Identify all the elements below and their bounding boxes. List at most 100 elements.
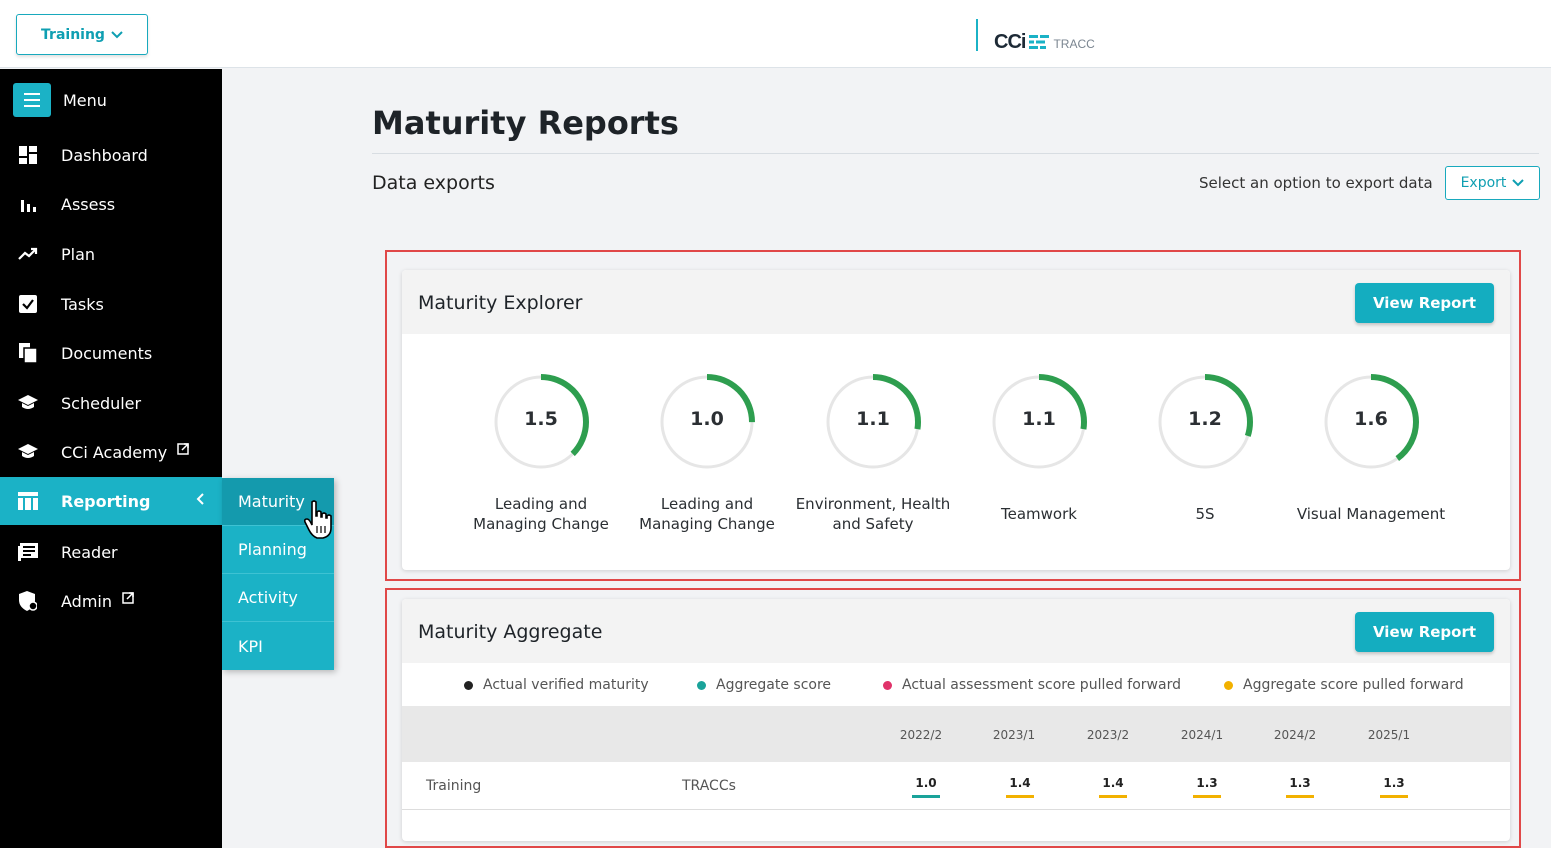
logo: CCi TRACC (976, 18, 1095, 53)
gauge-value: 1.0 (690, 408, 724, 430)
gauge-label: Visual Management (1296, 505, 1446, 523)
sidebar-item-label: Scheduler (61, 393, 142, 413)
score-value: 1.0 (915, 776, 937, 790)
page-title: Maturity Reports (372, 104, 679, 142)
sidebar-item-reporting[interactable]: Reporting (0, 477, 222, 525)
score-bar (912, 795, 940, 798)
export-dropdown-button[interactable]: Export (1445, 166, 1540, 200)
table-row[interactable]: Training TRACCs 1.0 1.4 1.4 1.3 1.3 1.3 (402, 762, 1510, 810)
gauge-row: 1.5 Leading and Managing Change 1.0 Leadi… (402, 334, 1510, 566)
export-hint-text: Select an option to export data (1199, 174, 1433, 192)
score-value: 1.4 (1009, 776, 1031, 790)
sidebar-item-cci-academy[interactable]: CCi Academy (0, 428, 222, 476)
checkbox-icon (18, 294, 38, 314)
sidebar-item-admin[interactable]: Admin (0, 577, 222, 625)
logo-subtext: TRACC (1053, 37, 1095, 51)
hand-cursor-icon (303, 500, 332, 539)
gauge-value: 1.2 (1188, 408, 1222, 430)
submenu-item-kpi[interactable]: KPI (238, 636, 263, 656)
gauge-label: Environment, Health and Safety (795, 495, 951, 533)
top-bar: Training CCi TRACC (0, 0, 1551, 68)
gauge-label: 5S (1195, 505, 1215, 523)
score-value: 1.4 (1102, 776, 1124, 790)
score-bar (1193, 795, 1221, 798)
column-header: 2022/2 (899, 728, 943, 742)
maturity-gauge[interactable]: 1.6 Visual Management (1288, 372, 1454, 562)
dashboard-icon (18, 145, 38, 165)
gauge-value: 1.6 (1354, 408, 1388, 430)
chevron-down-icon (111, 30, 123, 38)
card-title: Maturity Explorer (418, 292, 583, 314)
column-header: 2023/2 (1086, 728, 1130, 742)
sidebar-item-label: Documents (61, 343, 153, 363)
export-button-label: Export (1460, 175, 1507, 191)
reader-icon (18, 542, 38, 562)
maturity-explorer-card: Maturity Explorer View Report 1.5 Leadin… (402, 270, 1510, 570)
legend-item: Actual assessment score pulled forward (883, 677, 1181, 693)
sidebar-item-label: Assess (61, 194, 116, 214)
legend-item: Aggregate score pulled forward (1224, 677, 1464, 693)
sidebar: Menu Dashboard Assess Plan Tasks Documen… (0, 69, 222, 848)
card-header: Maturity Explorer View Report (402, 270, 1510, 334)
sidebar-item-label: CCi Academy (61, 442, 168, 462)
sidebar-item-assess[interactable]: Assess (0, 180, 222, 228)
highlight-box-explorer (385, 250, 1521, 581)
graduation-cap-icon (18, 442, 38, 462)
score-value: 1.3 (1289, 776, 1311, 790)
gauge-value: 1.1 (856, 408, 890, 430)
trend-icon (18, 244, 38, 264)
hamburger-menu-icon[interactable] (13, 83, 51, 117)
column-header: 2025/1 (1367, 728, 1411, 742)
gauge-value: 1.1 (1022, 408, 1056, 430)
documents-icon (18, 343, 38, 363)
column-header: 2023/1 (992, 728, 1036, 742)
sidebar-item-label: Tasks (61, 294, 104, 314)
sidebar-item-label: Admin (61, 591, 112, 611)
maturity-gauge[interactable]: 1.2 5S (1122, 372, 1288, 562)
row-name: Training (426, 778, 482, 794)
shield-icon (18, 591, 38, 611)
external-link-icon (177, 443, 189, 455)
sidebar-item-documents[interactable]: Documents (0, 329, 222, 377)
sidebar-item-reader[interactable]: Reader (0, 528, 222, 576)
gauge-label: Leading and Managing Change (473, 495, 609, 533)
score-value: 1.3 (1383, 776, 1405, 790)
view-report-button[interactable]: View Report (1355, 283, 1494, 323)
data-exports-heading: Data exports (372, 172, 495, 194)
chart-legend: Actual verified maturity Aggregate score… (402, 663, 1510, 707)
score-bar (1006, 795, 1034, 798)
logo-mark-icon (1029, 35, 1050, 49)
sidebar-item-label: Reporting (61, 491, 151, 511)
view-report-button[interactable]: View Report (1355, 612, 1494, 652)
row-type: TRACCs (682, 778, 736, 794)
menu-label: Menu (63, 90, 107, 110)
table-icon (18, 491, 38, 511)
maturity-gauge[interactable]: 1.1 Teamwork (956, 372, 1122, 562)
menu-header: Menu (13, 83, 107, 117)
sidebar-item-tasks[interactable]: Tasks (0, 280, 222, 328)
sidebar-item-scheduler[interactable]: Scheduler (0, 379, 222, 427)
maturity-gauge[interactable]: 1.5 Leading and Managing Change (458, 372, 624, 562)
submenu-item-activity[interactable]: Activity (222, 574, 334, 622)
chevron-down-icon (1512, 179, 1525, 187)
table-header: 2022/2 2023/1 2023/2 2024/1 2024/2 2025/… (402, 706, 1510, 762)
logo-text: CCi (994, 30, 1026, 53)
legend-item: Actual verified maturity (464, 677, 649, 693)
column-header: 2024/1 (1180, 728, 1224, 742)
score-bar (1286, 795, 1314, 798)
highlight-box-aggregate (385, 588, 1521, 848)
maturity-gauge[interactable]: 1.0 Leading and Managing Change (624, 372, 790, 562)
maturity-aggregate-card: Maturity Aggregate View Report Actual ve… (402, 599, 1510, 841)
gauge-label: Teamwork (1001, 505, 1077, 523)
sidebar-item-plan[interactable]: Plan (0, 230, 222, 278)
submenu-item-planning[interactable]: Planning (222, 526, 334, 574)
sidebar-item-dashboard[interactable]: Dashboard (0, 131, 222, 179)
maturity-gauge[interactable]: 1.1 Environment, Health and Safety (790, 372, 956, 562)
workspace-selector[interactable]: Training (16, 14, 148, 55)
external-link-icon (122, 592, 134, 604)
card-title: Maturity Aggregate (418, 621, 603, 643)
workspace-label: Training (41, 26, 105, 43)
column-header: 2024/2 (1273, 728, 1317, 742)
score-bar (1099, 795, 1127, 798)
title-divider (372, 153, 1539, 154)
